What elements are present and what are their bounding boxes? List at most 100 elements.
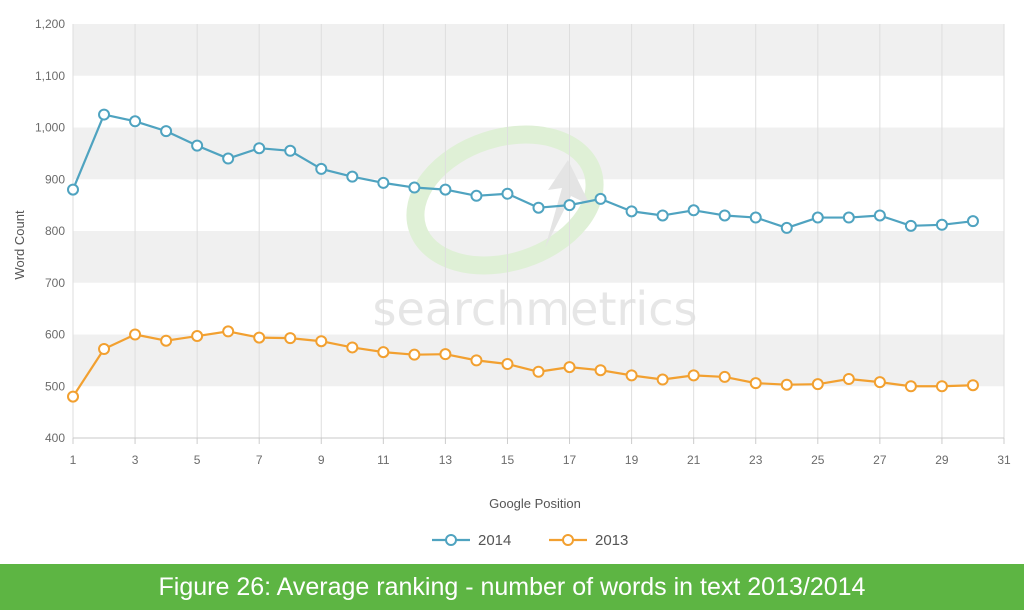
data-point-2014 [718, 209, 731, 222]
y-tick-label: 1,000 [35, 121, 65, 135]
series-layer [67, 108, 979, 403]
data-point-2013 [501, 357, 514, 370]
data-point-2013 [470, 354, 483, 367]
data-point-2013 [656, 373, 669, 386]
x-tick-label: 3 [132, 453, 139, 467]
data-point-2013 [935, 380, 948, 393]
data-point-2013 [842, 373, 855, 386]
y-tick-label: 700 [45, 276, 65, 290]
y-axis-title: Word Count [12, 210, 27, 280]
data-point-2014 [377, 176, 390, 189]
legend-marker-2014 [445, 534, 457, 546]
data-point-2013 [377, 346, 390, 359]
data-point-2014 [98, 108, 111, 121]
x-tick-label: 5 [194, 453, 201, 467]
data-point-2014 [935, 218, 948, 231]
x-tick-label: 25 [811, 453, 825, 467]
chart: searchmetrics 1 3 5 7 9 11 13 15 17 19 21 23 25 27 29 3… [12, 17, 1011, 549]
data-point-2013 [98, 342, 111, 355]
figure-caption: Figure 26: Average ranking - number of w… [158, 572, 866, 601]
vertical-gridlines [72, 24, 1005, 438]
y-tick-label: 1,200 [35, 17, 65, 31]
data-point-2013 [718, 370, 731, 383]
legend-label-2014: 2014 [478, 532, 511, 549]
x-tick-label: 29 [935, 453, 949, 467]
data-point-2014 [315, 162, 328, 175]
data-point-2014 [439, 183, 452, 196]
data-point-2013 [129, 328, 142, 341]
y-tick-label: 600 [45, 328, 65, 342]
data-point-2014 [594, 192, 607, 205]
data-point-2014 [873, 209, 886, 222]
x-tick-label: 21 [687, 453, 701, 467]
data-point-2013 [687, 369, 700, 382]
data-point-2013 [222, 325, 235, 338]
x-axis-title: Google Position [489, 496, 581, 511]
data-point-2014 [563, 199, 576, 212]
plot-band [73, 334, 1004, 387]
x-tick-label: 19 [625, 453, 639, 467]
data-point-2013 [780, 378, 793, 391]
legend-marker-2013 [562, 534, 574, 546]
data-point-2013 [67, 390, 79, 403]
y-tick-label: 900 [45, 172, 65, 186]
x-axis: 1 3 5 7 9 11 13 15 17 19 21 23 25 27 29 31 [70, 437, 1011, 467]
y-tick-label: 400 [45, 431, 65, 445]
data-point-2014 [625, 205, 638, 218]
data-point-2014 [346, 170, 359, 183]
data-point-2014 [284, 144, 297, 157]
data-point-2014 [904, 219, 917, 232]
data-point-2013 [253, 331, 266, 344]
data-point-2014 [811, 211, 824, 224]
data-point-2014 [191, 139, 204, 152]
data-point-2013 [966, 379, 979, 392]
y-tick-label: 500 [45, 379, 65, 393]
watermark-text: searchmetrics [373, 282, 698, 336]
data-point-2013 [439, 348, 452, 361]
x-tick-label: 31 [997, 453, 1011, 467]
data-point-2014 [532, 201, 545, 214]
watermark: searchmetrics [373, 125, 698, 336]
data-point-2014 [501, 187, 514, 200]
data-point-2013 [811, 378, 824, 391]
y-tick-label: 800 [45, 224, 65, 238]
data-point-2013 [284, 332, 297, 345]
data-point-2014 [749, 211, 762, 224]
data-point-2014 [129, 115, 142, 128]
y-tick-label: 1,100 [35, 69, 65, 83]
x-tick-label: 7 [256, 453, 263, 467]
x-tick-label: 17 [563, 453, 577, 467]
y-axis: 400 500 600 700 800 900 1,000 1,100 1,200 [35, 17, 65, 445]
caption-bar: Figure 26: Average ranking - number of w… [0, 564, 1024, 610]
legend[interactable]: 2014 2013 [432, 532, 628, 549]
data-point-2013 [904, 380, 917, 393]
watermark-swoosh [406, 125, 604, 275]
data-point-2014 [687, 204, 700, 217]
data-point-2013 [873, 376, 886, 389]
x-tick-label: 23 [749, 453, 763, 467]
data-point-2014 [656, 209, 669, 222]
data-point-2013 [625, 369, 638, 382]
x-tick-label: 9 [318, 453, 325, 467]
data-point-2013 [191, 330, 204, 343]
data-point-2014 [780, 221, 793, 234]
data-point-2014 [966, 215, 979, 228]
x-tick-label: 15 [501, 453, 515, 467]
data-point-2013 [532, 365, 545, 378]
x-tick-label: 13 [439, 453, 453, 467]
x-tick-label: 11 [377, 453, 390, 467]
data-point-2014 [253, 142, 266, 155]
data-point-2014 [67, 183, 79, 196]
data-point-2013 [563, 361, 576, 374]
data-point-2014 [470, 189, 483, 202]
legend-label-2013: 2013 [595, 532, 628, 549]
data-point-2013 [160, 334, 173, 347]
x-tick-label: 27 [873, 453, 887, 467]
data-point-2014 [160, 125, 173, 138]
data-point-2014 [408, 181, 421, 194]
data-point-2013 [749, 377, 762, 390]
watermark-arrow [545, 160, 590, 248]
plot-band [73, 24, 1004, 76]
data-point-2013 [594, 364, 607, 377]
data-point-2013 [315, 335, 328, 348]
